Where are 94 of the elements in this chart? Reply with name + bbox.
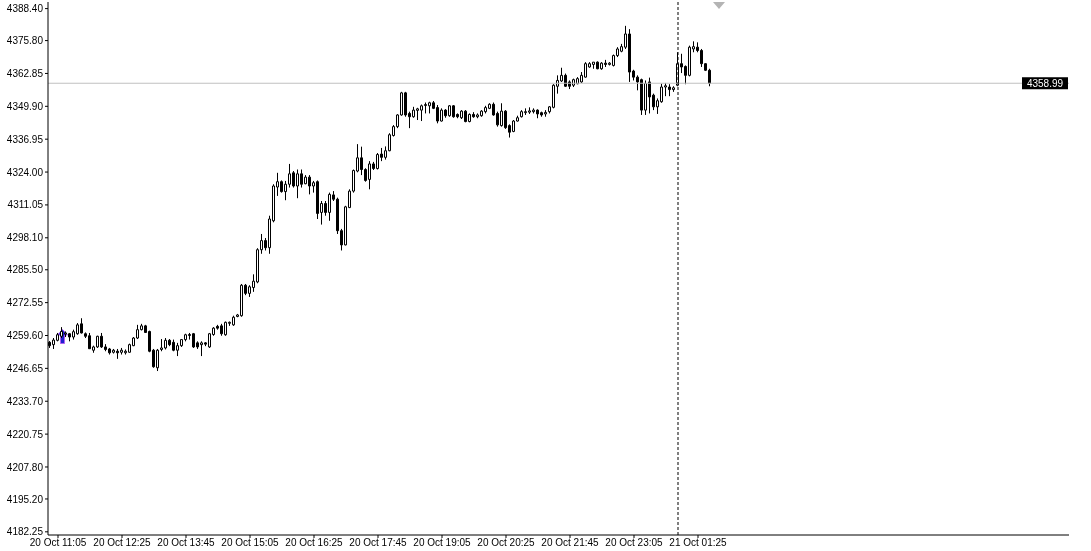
y-tick-label: 4220.75 [6,428,44,440]
candlestick [540,111,543,118]
candlestick [584,61,587,79]
candlestick [328,192,331,222]
candlestick [476,112,479,119]
candlestick [480,109,483,118]
candlestick [420,104,423,122]
candlestick [376,152,379,171]
x-tick-label: 20 Oct 20:25 [477,537,536,549]
candlestick [544,109,547,118]
y-tick-label: 4195.20 [6,493,44,505]
candlestick [460,109,463,120]
candlestick [308,174,311,195]
candlestick [536,108,539,119]
y-tick-label: 4311.05 [7,199,44,211]
x-tick-label: 20 Oct 17:45 [349,537,408,549]
candlestick [88,332,91,350]
candlestick [436,104,439,124]
x-tick-label: 21 Oct 01:25 [669,537,728,549]
y-tick-label: 4259.60 [6,330,44,342]
y-tick-label: 4324.00 [6,166,44,178]
candlestick [200,340,203,357]
candlestick [164,337,167,350]
candlestick [116,348,119,360]
y-tick-label: 4272.55 [6,297,44,309]
x-tick-label: 20 Oct 15:05 [221,537,280,549]
candlestick [528,106,531,115]
candlestick [224,321,227,337]
candlestick [428,101,431,114]
candlestick [96,335,99,349]
x-tick-label: 20 Oct 12:25 [93,537,152,549]
candlestick [416,107,419,121]
candlestick [444,108,447,119]
candlestick [468,112,471,123]
candlestick [640,78,643,116]
candlestick [176,342,179,357]
x-tick-label: 20 Oct 11:05 [29,537,87,549]
candlestick [448,104,451,118]
y-tick-label: 4388.40 [6,3,44,15]
candlestick [120,347,123,356]
candlestick [108,347,111,356]
y-tick-label: 4182.25 [6,526,44,538]
x-tick-label: 20 Oct 13:45 [157,537,216,549]
candlestick [604,59,607,68]
candlestick [232,315,235,327]
candlestick [452,104,455,119]
candlestick [100,332,103,349]
candlestick [472,111,475,119]
candlestick [668,83,671,97]
candlestick [532,107,535,114]
candlestick [628,28,631,83]
candlestick [160,338,163,352]
candlestick [60,326,63,339]
candlestick [68,332,71,342]
candlestick [296,169,299,199]
candlestick [520,109,523,118]
y-tick-label: 4285.50 [6,264,44,276]
candlestick [672,85,675,93]
candlestick [64,330,67,338]
y-tick-label: 4362.85 [6,68,44,79]
x-tick-label: 20 Oct 19:05 [413,537,472,549]
candlestick [76,322,79,336]
candlestick [648,77,651,114]
candlestick [592,61,595,70]
candlestick [524,107,527,116]
y-tick-label: 4233.70 [6,395,44,407]
candlestick [156,348,159,372]
candlestick [124,348,127,356]
candlestick [192,332,195,349]
candlestick [600,61,603,71]
candlestick [368,160,371,190]
candlestick [500,102,503,128]
candlestick [52,337,55,350]
candlestick [440,107,443,123]
y-tick-label: 4207.80 [6,461,44,473]
y-tick-label: 4298.10 [6,232,44,244]
y-tick-label: 4246.65 [6,362,44,374]
candlestick [80,317,83,334]
candlestick [484,105,487,114]
candlestick [112,348,115,355]
candlestick [464,109,467,123]
candlestick [644,79,647,116]
candlestick [220,323,223,337]
y-tick-label: 4349.90 [6,100,44,112]
candlestick [168,338,171,347]
y-tick-label: 4375.80 [6,35,44,47]
x-tick-label: 20 Oct 16:25 [285,537,344,549]
candlestick [240,283,243,318]
x-tick-label: 20 Oct 23:05 [605,537,664,549]
candlestick [596,60,599,70]
ref-line-label: 4358.99 [1026,77,1064,89]
x-tick-label: 20 Oct 21:45 [541,537,600,549]
candlestick [172,339,175,352]
y-tick-label: 4336.95 [6,133,44,145]
